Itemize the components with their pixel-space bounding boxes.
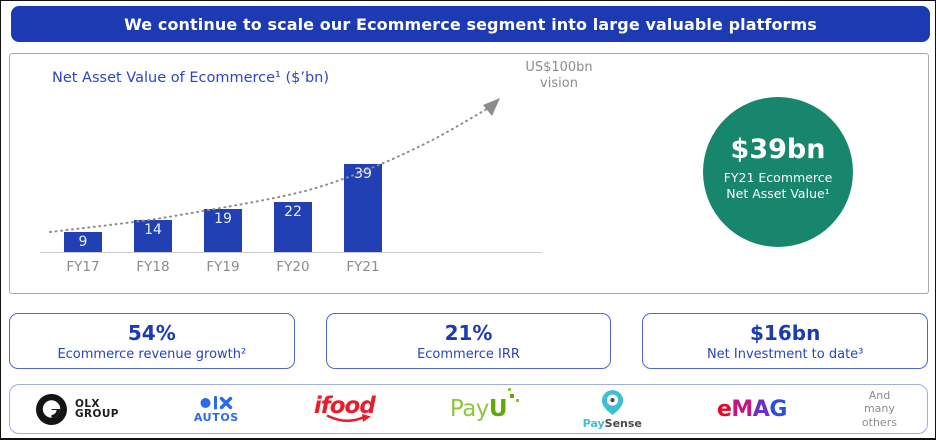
stats-row: 54% Ecommerce revenue growth² 21% Ecomme…	[9, 313, 929, 369]
olx-autos-icon	[200, 395, 233, 409]
bar-group-FY19: 19 FY19	[204, 209, 242, 275]
highlight-label-line2: Net Asset Value¹	[726, 185, 830, 201]
vision-line2: vision	[540, 76, 578, 92]
and-many-others-label: And many others	[862, 389, 897, 429]
bar-label: FY21	[346, 259, 380, 275]
emag-letter: A	[752, 396, 770, 422]
payu-pixel-icon	[509, 394, 514, 398]
payu-pixel-icon	[515, 399, 519, 402]
banner: We continue to scale our Ecommerce segme…	[11, 6, 930, 42]
payu-u-text: U	[488, 396, 508, 422]
vision-line1: US$100bn	[525, 60, 593, 75]
bar-group-FY17: 9 FY17	[64, 232, 102, 275]
highlight-label-line1: FY21 Ecommerce	[723, 170, 833, 185]
paysense-pay-text: Pay	[582, 416, 605, 430]
bar-group-FY21: 39 FY21	[344, 164, 382, 275]
olx-group-line2: GROUP	[75, 408, 119, 420]
paysense-logo: PaySense	[583, 389, 642, 430]
payu-logo: Pay U	[449, 388, 519, 422]
bar-value: 14	[144, 222, 162, 238]
stat-box-revenue-growth: 54% Ecommerce revenue growth²	[9, 313, 295, 369]
stat-label: Ecommerce IRR	[417, 346, 520, 362]
bar-label: FY20	[276, 259, 310, 275]
bar-chart: 9 FY17 14 FY18 19 FY19 22 FY20 39 FY21	[40, 54, 542, 275]
others-line1: And	[868, 389, 891, 403]
payu-pixel-icon	[507, 388, 511, 391]
others-line2: many	[863, 402, 895, 416]
olx-group-line1: OLX	[75, 397, 100, 410]
stat-label: Net Investment to date³	[706, 346, 864, 362]
ifood-logo: ifood	[313, 393, 376, 425]
vision-label: US$100bn vision	[500, 60, 618, 93]
ifood-swoosh-icon	[327, 414, 372, 423]
bar-value: 39	[354, 166, 372, 182]
stat-value: 21%	[444, 320, 493, 345]
olx-autos-logo: AUTOS	[194, 395, 239, 424]
stat-value: 54%	[127, 320, 176, 345]
payu-pay-text: Pay	[449, 396, 490, 422]
bar: 14	[134, 220, 172, 252]
ifood-wordmark: ifood	[313, 393, 376, 419]
stat-box-irr: 21% Ecommerce IRR	[325, 313, 612, 369]
olx-group-logo: OLX GROUP	[36, 393, 119, 425]
emag-letter: G	[769, 396, 787, 422]
olx-autos-label: AUTOS	[193, 410, 239, 424]
stat-label: Ecommerce revenue growth²	[57, 346, 247, 362]
chart-title: Net Asset Value of Ecommerce¹ ($’bn)	[52, 70, 329, 86]
olx-group-icon	[36, 393, 67, 425]
bar: 39	[344, 164, 382, 252]
bar: 19	[204, 209, 242, 252]
emag-letter: e	[716, 396, 732, 422]
bar-group-FY20: 22 FY20	[274, 202, 312, 275]
paysense-sense-text: Sense	[604, 416, 642, 430]
bar-label: FY18	[136, 259, 170, 275]
bar-value: 19	[214, 211, 232, 227]
paysense-pin-icon	[601, 389, 623, 415]
bar-label: FY19	[206, 259, 240, 275]
emag-letter: M	[731, 396, 753, 422]
highlight-value: $39bn	[730, 134, 826, 165]
bar-group-FY18: 14 FY18	[134, 220, 172, 275]
chart-panel: Net Asset Value of Ecommerce¹ ($’bn) 9 FY…	[9, 53, 929, 294]
bar: 9	[64, 232, 102, 252]
bar-value: 9	[78, 234, 88, 250]
bar-value: 22	[284, 204, 302, 220]
stat-box-net-investment: $16bn Net Investment to date³	[642, 313, 929, 369]
banner-title: We continue to scale our Ecommerce segme…	[124, 14, 817, 34]
bar-label: FY17	[66, 259, 100, 275]
logo-bar: OLX GROUP AUTOS ifood Pay U	[9, 384, 928, 434]
bar: 22	[274, 202, 312, 252]
emag-logo: e M A G	[717, 397, 787, 422]
highlight-circle: $39bn FY21 Ecommerce Net Asset Value¹	[703, 97, 853, 247]
stat-value: $16bn	[750, 320, 821, 345]
others-line3: others	[861, 415, 897, 429]
